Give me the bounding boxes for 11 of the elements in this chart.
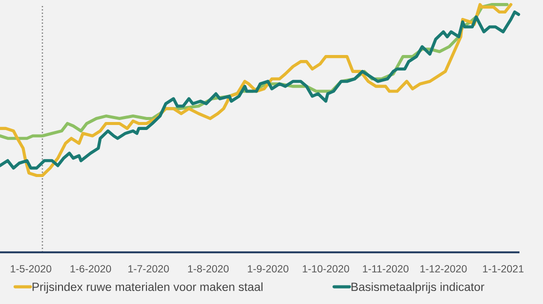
x-tick-label: 1-11-2020 (362, 265, 409, 272)
x-tick-label: 1-6-2020 (70, 265, 112, 272)
x-tick-label: 1-7-2020 (128, 265, 169, 272)
x-tick-label: 1-1-2021 (483, 265, 524, 272)
x-tick-label: 1-10-2020 (302, 265, 350, 272)
x-tick-label: 1-5-2020 (10, 265, 52, 272)
legend-label: Basismetaalprijs indicator (352, 282, 484, 294)
x-tick-label: 1-12-2020 (420, 265, 467, 272)
legend-label: Prijsindex ruwe materialen voor maken staal (32, 282, 262, 294)
x-tick-label: 1-8-2020 (188, 265, 229, 272)
x-tick-label: 1-9-2020 (248, 265, 288, 272)
